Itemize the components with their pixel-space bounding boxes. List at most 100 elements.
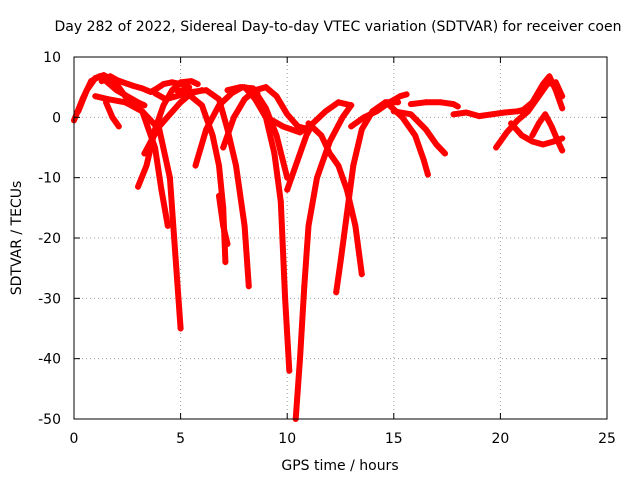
chart-title: Day 282 of 2022, Sidereal Day-to-day VTE… [55,19,622,35]
data-point [518,108,525,115]
data-point [559,147,566,154]
data-point [559,105,566,112]
data-point [441,150,448,157]
data-point [98,78,105,85]
data-point [166,111,173,118]
data-point [241,84,248,91]
data-point [397,93,404,100]
data-point [407,101,414,108]
data-point [160,81,167,88]
data-point [540,141,547,148]
data-point [215,162,222,169]
data-point [514,117,521,124]
data-point [173,93,180,100]
data-point [488,111,495,118]
x-tick-label: 5 [176,431,185,447]
data-point [203,126,210,133]
data-point [358,271,365,278]
data-point [147,138,154,145]
data-point [173,265,180,272]
data-point [139,108,146,115]
data-point [120,79,127,86]
data-point [318,132,325,139]
y-tick-label: -30 [38,291,61,307]
data-point [92,75,99,82]
data-point [326,138,333,145]
data-point [322,108,329,115]
data-point [433,141,440,148]
series-arc-17 [292,102,355,422]
data-point [141,150,148,157]
data-point [301,283,308,290]
data-point [169,79,176,86]
data-point [102,99,109,106]
data-point [215,102,222,109]
data-point [139,85,146,92]
data-point [279,123,286,130]
data-point [412,132,419,139]
data-point [177,325,184,332]
data-point [350,162,357,169]
data-point [230,114,237,121]
series-arc-27 [518,73,566,115]
data-point [203,87,210,94]
data-point [559,135,566,142]
data-point [508,120,515,127]
data-point [262,84,269,91]
data-point [284,111,291,118]
data-point [288,126,295,133]
x-tick-label: 10 [278,431,296,447]
data-point [224,87,231,94]
data-point [198,102,205,109]
data-point [83,87,90,94]
data-point [162,96,169,103]
data-point [450,111,457,118]
data-point [337,259,344,266]
x-tick-label: 20 [491,431,509,447]
data-point [503,129,510,136]
data-point [160,102,167,109]
data-point [164,222,171,229]
data-point [420,156,427,163]
data-point [314,174,321,181]
data-point [286,367,293,374]
data-point [194,81,201,88]
data-point [305,120,312,127]
data-point [115,123,122,130]
data-point [130,82,137,89]
series-arc-28 [529,111,566,154]
data-point [209,132,216,139]
data-point [233,162,240,169]
data-point [284,186,291,193]
data-point [476,113,483,120]
data-point [273,132,280,139]
data-point [335,162,342,169]
data-point [220,222,227,229]
data-point [437,99,444,106]
y-tick-label: 0 [52,110,61,126]
x-tick-label: 0 [70,431,79,447]
y-tick-label: -10 [38,171,61,187]
series-arc-14 [241,84,293,374]
data-point [463,109,470,116]
data-point [422,126,429,133]
x-tick-label: 25 [598,431,616,447]
data-point [113,76,120,83]
data-point [390,108,397,115]
x-axis-label: GPS time / hours [281,458,398,474]
data-point [177,99,184,106]
data-point [343,210,350,217]
data-point [188,78,195,85]
data-point [75,108,82,115]
data-point [403,91,410,98]
data-point [296,150,303,157]
data-point [224,241,231,248]
data-point [241,222,248,229]
data-point [333,289,340,296]
data-point [109,114,116,121]
data-point [271,150,278,157]
data-point [152,90,159,97]
series-layer [71,72,566,422]
data-point [177,79,184,86]
